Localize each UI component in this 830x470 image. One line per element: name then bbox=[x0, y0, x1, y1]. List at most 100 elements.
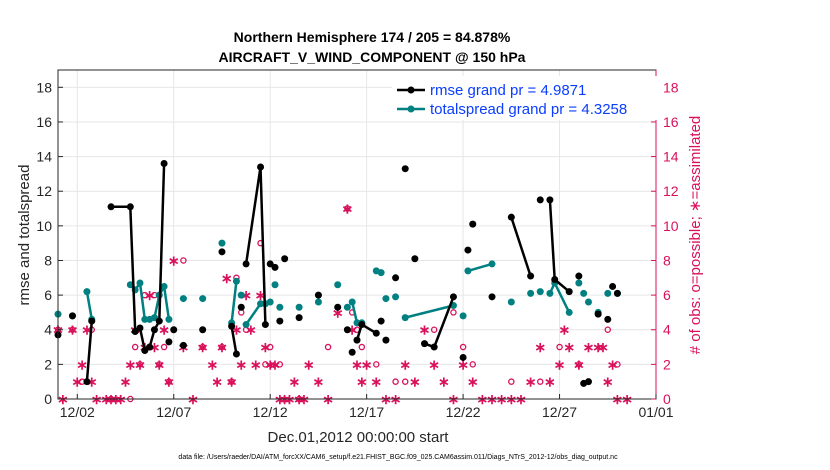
spread-point bbox=[334, 281, 342, 289]
spread-point bbox=[150, 314, 158, 322]
obs-possible-point bbox=[392, 378, 399, 385]
rmse-point bbox=[218, 248, 226, 256]
legend-spread-marker bbox=[407, 105, 415, 113]
obs-assimilated-point: ∗ bbox=[467, 374, 479, 390]
obs-assimilated-point: ∗ bbox=[86, 374, 98, 390]
obs-assimilated-point: ∗ bbox=[544, 374, 556, 390]
rmse-point bbox=[295, 314, 303, 322]
obs-possible-point bbox=[156, 361, 163, 368]
rmse-line bbox=[230, 326, 238, 355]
y-right-tick-label: 12 bbox=[663, 183, 679, 199]
obs-possible-point bbox=[262, 361, 269, 368]
rmse-point bbox=[281, 255, 289, 263]
spread-point bbox=[242, 321, 250, 329]
obs-possible-point bbox=[180, 257, 187, 264]
obs-assimilated-point: ∗ bbox=[197, 339, 209, 355]
rmse-point bbox=[575, 272, 583, 280]
rmse-point bbox=[604, 315, 612, 323]
spread-point bbox=[507, 298, 515, 306]
x-axis-label: Dec.01,2012 00:00:00 start bbox=[268, 429, 450, 446]
spread-line bbox=[230, 281, 238, 323]
spread-point bbox=[295, 303, 303, 311]
y-right-tick-label: 0 bbox=[663, 391, 671, 407]
obs-assimilated-point: ∗ bbox=[264, 356, 276, 372]
rmse-point bbox=[551, 276, 559, 284]
spread-point bbox=[584, 298, 592, 306]
obs-assimilated-point: ∗ bbox=[231, 322, 243, 338]
obs-assimilated-point: ∗ bbox=[71, 374, 83, 390]
x-tick-label: 12/27 bbox=[542, 404, 577, 420]
obs-assimilated-point: ∗ bbox=[419, 322, 431, 338]
spread-point bbox=[580, 289, 588, 297]
spread-point bbox=[536, 288, 544, 296]
rmse-point bbox=[83, 378, 91, 386]
obs-assimilated-point: ∗ bbox=[597, 339, 609, 355]
obs-possible-point bbox=[430, 326, 438, 333]
obs-possible-point bbox=[537, 378, 544, 385]
rmse-point bbox=[266, 260, 274, 268]
rmse-point bbox=[146, 343, 154, 351]
obs-assimilated-point: ∗ bbox=[525, 374, 537, 390]
rmse-point bbox=[536, 196, 544, 204]
spread-point bbox=[401, 314, 409, 322]
obs-possible-point bbox=[459, 343, 467, 351]
rmse-point bbox=[392, 274, 400, 282]
rmse-point bbox=[594, 310, 602, 318]
legend: rmse grand pr = 4.9871 totalspread grand… bbox=[392, 76, 657, 120]
rmse-point bbox=[107, 203, 115, 211]
rmse-point bbox=[358, 321, 366, 329]
obs-assimilated-point: ∗ bbox=[563, 339, 575, 355]
obs-assimilated-point: ∗ bbox=[602, 374, 614, 390]
obs-assimilated-point: ∗ bbox=[534, 339, 546, 355]
y-axis-left-label: rmse and totalspread bbox=[16, 165, 33, 306]
obs-assimilated-point: ∗ bbox=[153, 356, 165, 372]
rmse-point bbox=[160, 160, 168, 168]
obs-assimilated-point: ∗ bbox=[428, 356, 440, 372]
obs-possible-point bbox=[469, 361, 476, 368]
x-axis: 12/02 12/07 12/12 12/17 12/22 12/27 01/01 bbox=[60, 394, 674, 420]
x-tick-label: 12/07 bbox=[156, 404, 191, 420]
rmse-point bbox=[314, 291, 322, 299]
obs-possible-point bbox=[324, 343, 332, 351]
obs-possible-point bbox=[136, 361, 144, 368]
rmse-point bbox=[565, 288, 573, 296]
rmse-point bbox=[334, 303, 342, 311]
rmse-point bbox=[546, 196, 554, 204]
y-left-tick-label: 14 bbox=[36, 149, 52, 165]
y-left-tick-label: 0 bbox=[44, 391, 52, 407]
footer-data-file: data file: /Users/raeder/DAI/ATM_forcXX/… bbox=[178, 454, 618, 461]
chart-title-line1: Northern Hemisphere 174 / 205 = 84.878% bbox=[234, 29, 511, 45]
y-left-tick-label: 8 bbox=[44, 252, 52, 268]
rmse-point bbox=[449, 293, 457, 301]
obs-assimilated-point: ∗ bbox=[76, 356, 88, 372]
obs-assimilated-point: ∗ bbox=[245, 322, 257, 338]
y-axis-right-label: # of obs: o=possible; ∗=assimilated bbox=[687, 116, 704, 355]
rmse-point bbox=[430, 343, 438, 351]
rmse-point bbox=[609, 282, 617, 290]
obs-possible-point bbox=[450, 309, 457, 316]
obs-assimilated-point: ∗ bbox=[81, 322, 93, 338]
rmse-point bbox=[68, 312, 76, 320]
legend-spread-label: totalspread grand pr = 4.3258 bbox=[430, 101, 627, 118]
rmse-point bbox=[613, 289, 621, 297]
obs-assimilated-point: ∗ bbox=[332, 304, 344, 320]
rmse-point bbox=[170, 326, 178, 334]
spread-point bbox=[83, 288, 91, 296]
x-tick-label: 12/17 bbox=[349, 404, 384, 420]
y-right-tick-label: 18 bbox=[663, 79, 679, 95]
spread-point bbox=[343, 303, 351, 311]
obs-possible-point bbox=[373, 361, 380, 368]
obs-assimilated-point: ∗ bbox=[288, 374, 300, 390]
rmse-point bbox=[271, 263, 279, 271]
spread-point bbox=[276, 303, 284, 311]
obs-assimilated-point: ∗ bbox=[607, 356, 619, 372]
rmse-point bbox=[136, 324, 144, 332]
rmse-point bbox=[131, 327, 139, 335]
rmse-point bbox=[228, 322, 236, 330]
legend-rmse-marker bbox=[407, 86, 415, 94]
chart-title-line2: AIRCRAFT_V_WIND_COMPONENT @ 150 hPa bbox=[219, 49, 526, 65]
y-axis-right: 0 2 4 6 8 10 12 14 16 18 bbox=[651, 70, 679, 407]
spread-point bbox=[266, 298, 274, 306]
obs-assimilated-point: ∗ bbox=[559, 322, 571, 338]
